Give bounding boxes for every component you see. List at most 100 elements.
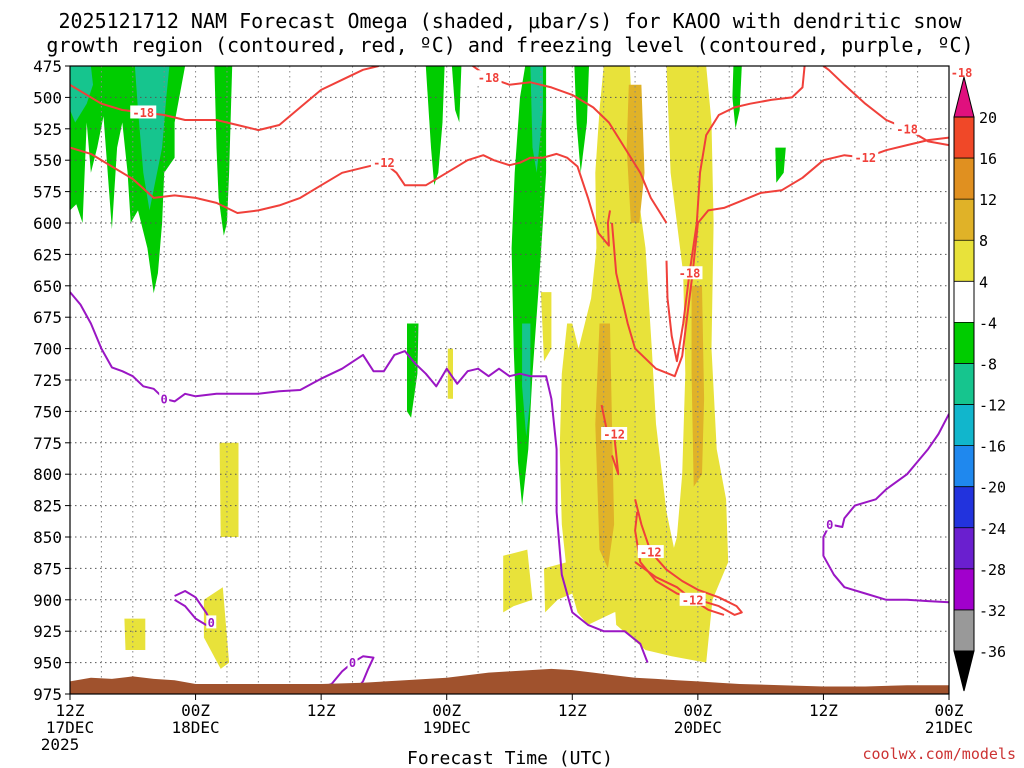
omega-region-11 — [530, 66, 543, 173]
chart-title-line-1: 2025121712 NAM Forecast Omega (shaded, μ… — [58, 9, 962, 33]
x-tick-label-60-1: 00Z — [683, 701, 712, 720]
y-tick-label-800: 800 — [33, 465, 62, 484]
dgz-contour-label-6: -12 — [854, 151, 876, 165]
x-tick-label-72-1: 12Z — [809, 701, 838, 720]
colorbar-fill-10 — [954, 199, 974, 241]
y-tick-label-625: 625 — [33, 245, 62, 264]
omega-region-10 — [134, 66, 170, 211]
y-tick-label-850: 850 — [33, 528, 62, 547]
x-tick-label-12-1: 00Z — [181, 701, 210, 720]
omega-region-4 — [511, 66, 547, 506]
x-tick-label-24-1: 12Z — [307, 701, 336, 720]
omega-region-23 — [595, 323, 615, 569]
x-axis-label: Forecast Time (UTC) — [407, 748, 613, 768]
dgz-contour-layer — [70, 66, 949, 616]
colorbar-fill-9 — [954, 240, 974, 282]
colorbar-tick--36: -36 — [979, 643, 1006, 661]
fz-contour-label-2: 0 — [349, 656, 356, 670]
colorbar-tick--24: -24 — [979, 520, 1006, 538]
colorbar-under-arrow — [953, 650, 975, 692]
dgz-contour-0 — [70, 66, 379, 132]
omega-region-14 — [614, 66, 729, 663]
fz-label-bg-3 — [824, 517, 835, 531]
omega-region-22 — [626, 84, 645, 223]
dgz-label-bg-4 — [948, 65, 975, 79]
omega-region-1 — [214, 66, 233, 236]
omega-region-21 — [124, 618, 146, 650]
y-tick-label-575: 575 — [33, 183, 62, 202]
omega-region-16 — [503, 549, 533, 613]
dgz-label-bg-9 — [679, 592, 706, 606]
y-tick-label-975: 975 — [33, 685, 62, 704]
omega-region-5 — [574, 66, 589, 173]
dgz-contour-8 — [634, 499, 743, 616]
colorbar-tick--32: -32 — [979, 602, 1006, 620]
y-tick-label-925: 925 — [33, 622, 62, 641]
fz-contour-label-0: 0 — [161, 392, 168, 406]
dgz-label-bg-8 — [637, 545, 664, 559]
colorbar-fill-0 — [954, 609, 974, 651]
colorbar-fill-3 — [954, 486, 974, 528]
dgz-contour-label-3: -18 — [896, 122, 918, 136]
omega-region-17 — [540, 292, 552, 362]
x-tick-label-84-1: 00Z — [935, 701, 964, 720]
x-tick-label-36-2: 19DEC — [423, 718, 471, 737]
terrain-layer — [70, 668, 949, 694]
colorbar: -36 -32 -28 -24 -20 -16 -12 -8 -4 4 8 12 16 20 — [953, 76, 1006, 692]
colorbar-fill-7 — [954, 322, 974, 364]
dgz-label-bg-6 — [852, 150, 879, 164]
dgz-label-bg-5 — [370, 155, 397, 169]
y-tick-label-700: 700 — [33, 340, 62, 359]
omega-region-20 — [203, 587, 230, 669]
dgz-contour-label-9: -12 — [682, 593, 704, 607]
dgz-label-bg-0 — [130, 105, 157, 119]
colorbar-tick-8: 8 — [979, 232, 988, 250]
colorbar-tick-20: 20 — [979, 109, 997, 127]
colorbar-tick--20: -20 — [979, 479, 1006, 497]
omega-region-3 — [451, 66, 462, 123]
dgz-label-bg-2 — [676, 266, 703, 280]
y-tick-label-825: 825 — [33, 497, 62, 516]
dgz-contour-3 — [822, 66, 949, 147]
chart-title-line-2: growth region (contoured, red, ºC) and f… — [46, 33, 973, 57]
omega-region-6 — [732, 66, 742, 129]
colorbar-tick--12: -12 — [979, 397, 1006, 415]
y-tick-label-775: 775 — [33, 434, 62, 453]
colorbar-fill-8 — [954, 281, 974, 323]
colorbar-fill-2 — [954, 527, 974, 569]
dgz-contour-5 — [70, 146, 611, 247]
y-tick-label-900: 900 — [33, 591, 62, 610]
y-tick-label-600: 600 — [33, 214, 62, 233]
colorbar-tick-4: 4 — [979, 273, 988, 291]
terrain-fill — [70, 668, 949, 694]
colorbar-tick--8: -8 — [979, 355, 997, 373]
omega-region-2 — [425, 66, 445, 186]
dgz-contour-2 — [665, 66, 806, 363]
dgz-contour-label-0: -18 — [132, 106, 154, 120]
x-tick-label-36-1: 00Z — [432, 701, 461, 720]
omega-region-19 — [219, 442, 239, 537]
dgz-contour-label-1: -18 — [478, 71, 500, 85]
fz-contour-0 — [70, 291, 649, 663]
colorbar-fill-4 — [954, 445, 974, 487]
omega-region-9 — [70, 66, 93, 123]
y-tick-label-675: 675 — [33, 308, 62, 327]
dgz-label-bg-7 — [601, 427, 628, 441]
omega-region-13 — [559, 66, 677, 625]
x-tick-label-60-2: 20DEC — [674, 718, 722, 737]
fz-label-bg-0 — [159, 391, 170, 405]
y-tick-label-750: 750 — [33, 402, 62, 421]
y-tick-label-650: 650 — [33, 277, 62, 296]
dgz-label-bg-3 — [894, 121, 921, 135]
contour-label-layer: -18 -18 -18 -18 -18 -12 -12 -12 -12 -12 0 0 0 0 — [130, 65, 975, 670]
colorbar-tick-12: 12 — [979, 191, 997, 209]
y-tick-label-875: 875 — [33, 559, 62, 578]
y-tick-label-725: 725 — [33, 371, 62, 390]
colorbar-fill-6 — [954, 363, 974, 405]
colorbar-fill-11 — [954, 158, 974, 200]
x-tick-label-12-2: 18DEC — [171, 718, 219, 737]
colorbar-over-arrow — [953, 76, 975, 118]
colorbar-tick--28: -28 — [979, 561, 1006, 579]
x-tick-label-0-1: 12Z — [56, 701, 85, 720]
dgz-contour-label-5: -12 — [373, 156, 395, 170]
